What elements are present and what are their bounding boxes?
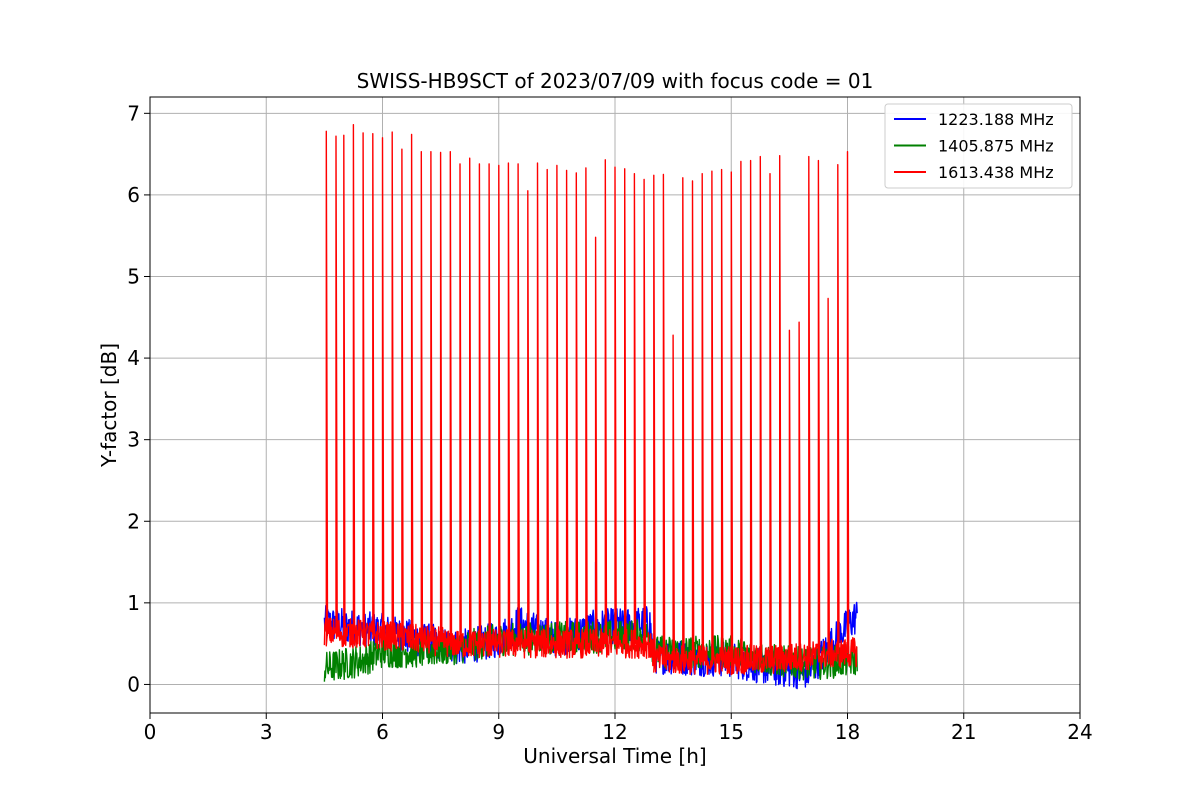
series-line: [323, 124, 858, 676]
x-axis-label: Universal Time [h]: [523, 744, 706, 768]
y-tick-label: 1: [127, 591, 140, 615]
plot-area: [323, 124, 858, 690]
legend-entry: 1223.188 MHz: [938, 110, 1054, 129]
y-tick-label: 7: [127, 101, 140, 125]
legend-box: [884, 103, 1073, 189]
legend: 1223.188 MHz 1405.875 MHz 1613.438 MHz: [884, 103, 1073, 189]
x-tick-label: 12: [602, 720, 627, 744]
y-tick-label: 2: [127, 509, 140, 533]
x-tick-label: 15: [719, 720, 744, 744]
x-tick-label: 0: [144, 720, 157, 744]
legend-entry: 1613.438 MHz: [938, 163, 1054, 182]
chart-title: SWISS-HB9SCT of 2023/07/09 with focus co…: [357, 69, 874, 93]
x-tick-label: 3: [260, 720, 273, 744]
legend-entry: 1405.875 MHz: [938, 137, 1054, 156]
x-tick-label: 6: [376, 720, 389, 744]
x-tick-label: 9: [492, 720, 505, 744]
y-tick-label: 4: [127, 346, 140, 370]
x-tick-label: 21: [951, 720, 976, 744]
x-tick-label: 24: [1067, 720, 1092, 744]
x-tick-label: 18: [835, 720, 860, 744]
y-axis-label: Y-factor [dB]: [97, 343, 121, 468]
y-tick-label: 3: [127, 428, 140, 452]
y-tick-label: 6: [127, 183, 140, 207]
y-tick-label: 5: [127, 264, 140, 288]
y-tick-label: 0: [127, 672, 140, 696]
